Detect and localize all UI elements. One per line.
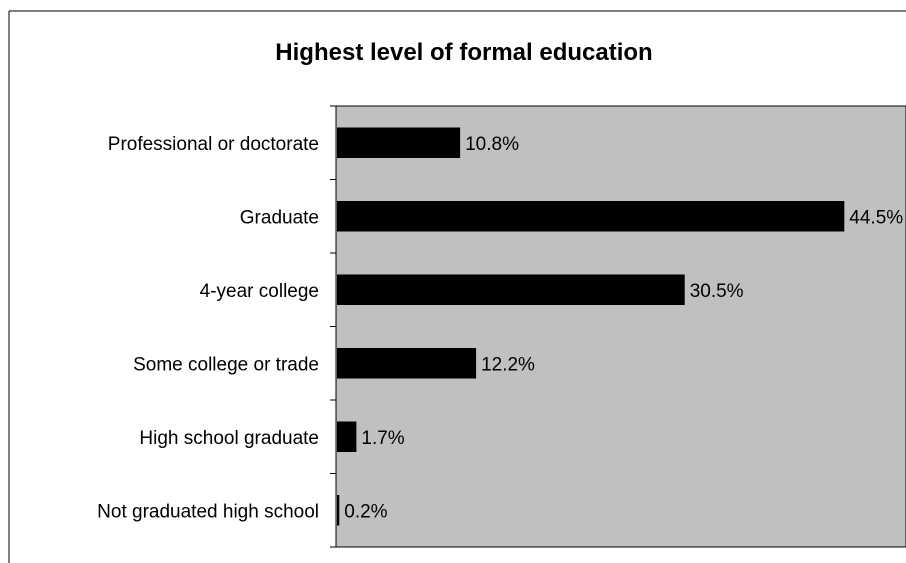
data-label: 1.7%: [361, 428, 404, 449]
category-label: Professional or doctorate: [108, 134, 319, 155]
data-label: 12.2%: [481, 354, 535, 375]
data-label: 0.2%: [344, 501, 387, 522]
category-label: Graduate: [240, 207, 319, 228]
plot-area: [335, 105, 906, 548]
data-labels: 10.8% 44.5% 30.5% 12.2% 1.7% 0.2%: [344, 134, 903, 523]
data-label: 30.5%: [690, 281, 744, 302]
bar: [337, 200, 845, 232]
category-label: Some college or trade: [133, 354, 319, 375]
bar: [337, 347, 477, 379]
category-label: High school graduate: [139, 428, 319, 449]
bar: [337, 421, 357, 453]
y-axis-ticks: [330, 105, 336, 548]
category-labels: Professional or doctorate Graduate 4-year …: [97, 134, 319, 523]
bar: [337, 274, 685, 306]
category-label: Not graduated high school: [97, 501, 319, 522]
chart-title: Highest level of formal education: [275, 39, 652, 66]
category-label: 4-year college: [200, 281, 319, 302]
bars: [337, 127, 845, 526]
data-label: 10.8%: [465, 134, 519, 155]
data-label: 44.5%: [849, 207, 903, 228]
chart-frame: [8, 10, 906, 563]
bar: [337, 127, 461, 159]
bar: [337, 494, 340, 526]
